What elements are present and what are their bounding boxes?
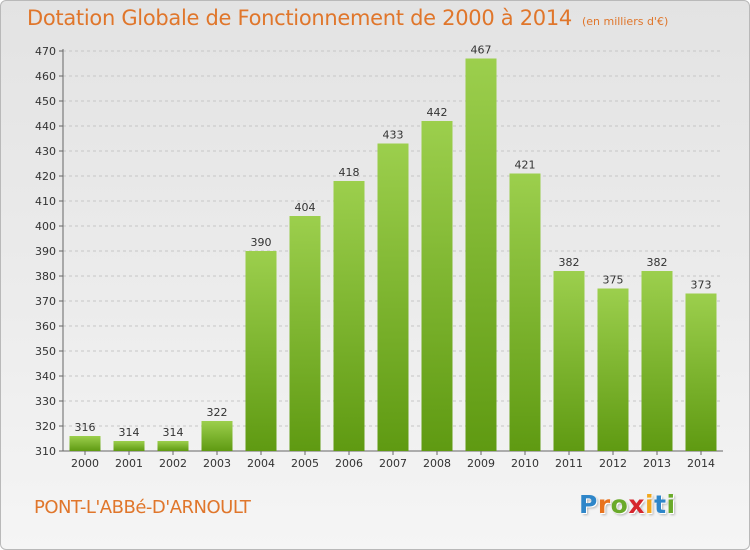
bar <box>685 293 717 451</box>
logo-letter: o <box>610 490 629 519</box>
bar <box>465 58 497 451</box>
x-tick-label: 2005 <box>291 457 319 470</box>
chart-title: Dotation Globale de Fonctionnement de 20… <box>27 6 572 30</box>
logo-letter: x <box>628 490 645 519</box>
y-tick-label: 400 <box>35 220 56 233</box>
y-tick-label: 350 <box>35 345 56 358</box>
y-tick-label: 330 <box>35 395 56 408</box>
logo-letter: i <box>645 490 655 519</box>
y-tick-label: 460 <box>35 70 56 83</box>
logo-letter: P <box>579 490 598 519</box>
y-tick-label: 410 <box>35 195 56 208</box>
y-tick-label: 320 <box>35 420 56 433</box>
bar <box>69 436 101 451</box>
y-tick-label: 340 <box>35 370 56 383</box>
logo-letter: r <box>597 490 611 519</box>
title-row: Dotation Globale de Fonctionnement de 20… <box>27 6 668 30</box>
x-tick-label: 2003 <box>203 457 231 470</box>
x-tick-label: 2011 <box>555 457 583 470</box>
data-label: 433 <box>383 129 404 142</box>
y-tick-label: 380 <box>35 270 56 283</box>
y-tick-label: 450 <box>35 95 56 108</box>
labels: 310 320 330 340 350 360 370 380 390 400 410 420 430 4… <box>35 44 715 471</box>
data-label: 382 <box>559 256 580 269</box>
x-tick-label: 2007 <box>379 457 407 470</box>
y-tick-label: 440 <box>35 120 56 133</box>
data-label: 322 <box>207 406 228 419</box>
bar <box>597 288 629 451</box>
data-label: 314 <box>163 426 184 439</box>
data-label: 382 <box>647 256 668 269</box>
logo-letter: i <box>666 490 676 519</box>
data-label: 314 <box>119 426 140 439</box>
data-label: 373 <box>691 279 712 292</box>
logo-letter: t <box>654 490 667 519</box>
chart-subtitle: (en milliers d'€) <box>581 15 669 28</box>
x-tick-label: 2002 <box>159 457 187 470</box>
data-label: 442 <box>427 106 448 119</box>
bar <box>421 121 453 451</box>
y-tick-label: 470 <box>35 45 56 58</box>
y-tick-label: 360 <box>35 320 56 333</box>
data-label: 418 <box>339 166 360 179</box>
data-label: 467 <box>471 44 492 57</box>
bar <box>377 143 409 451</box>
data-label: 421 <box>515 159 536 172</box>
x-tick-label: 2000 <box>71 457 99 470</box>
x-tick-label: 2001 <box>115 457 143 470</box>
bar <box>201 421 233 451</box>
proxiti-logo: Proxiti <box>579 490 676 519</box>
x-tick-label: 2012 <box>599 457 627 470</box>
data-label: 316 <box>75 421 96 434</box>
y-tick-label: 370 <box>35 295 56 308</box>
data-label: 375 <box>603 274 624 287</box>
x-tick-label: 2013 <box>643 457 671 470</box>
x-tick-label: 2010 <box>511 457 539 470</box>
y-tick-label: 390 <box>35 245 56 258</box>
x-tick-label: 2009 <box>467 457 495 470</box>
bars <box>69 58 717 451</box>
bar <box>113 441 145 451</box>
data-label: 404 <box>295 201 316 214</box>
x-tick-label: 2004 <box>247 457 275 470</box>
bar <box>245 251 277 451</box>
bar <box>289 216 321 451</box>
bar <box>553 271 585 451</box>
x-tick-label: 2006 <box>335 457 363 470</box>
y-tick-label: 310 <box>35 445 56 458</box>
y-tick-label: 430 <box>35 145 56 158</box>
x-tick-label: 2008 <box>423 457 451 470</box>
bar <box>509 173 541 451</box>
x-tick-label: 2014 <box>687 457 715 470</box>
bar <box>157 441 189 451</box>
commune-name: PONT-L'ABBé-D'ARNOULT <box>34 497 251 518</box>
y-tick-label: 420 <box>35 170 56 183</box>
bar <box>641 271 673 451</box>
data-label: 390 <box>251 236 272 249</box>
bar <box>333 181 365 451</box>
